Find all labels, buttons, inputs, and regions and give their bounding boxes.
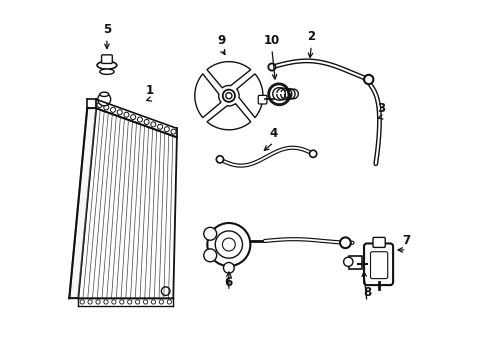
FancyBboxPatch shape	[349, 256, 362, 269]
Circle shape	[110, 107, 116, 112]
Circle shape	[158, 124, 163, 129]
Circle shape	[207, 223, 250, 266]
Polygon shape	[207, 62, 251, 88]
Circle shape	[131, 114, 136, 120]
Circle shape	[112, 300, 116, 304]
Circle shape	[161, 287, 170, 296]
Circle shape	[216, 156, 223, 163]
FancyBboxPatch shape	[101, 55, 112, 63]
Circle shape	[104, 300, 108, 304]
Text: 1: 1	[146, 84, 154, 97]
Circle shape	[269, 63, 275, 71]
Circle shape	[226, 93, 232, 99]
Circle shape	[151, 300, 156, 304]
Circle shape	[136, 300, 140, 304]
Circle shape	[137, 117, 143, 122]
Polygon shape	[237, 74, 263, 118]
Circle shape	[96, 300, 100, 304]
Ellipse shape	[97, 61, 117, 69]
Circle shape	[215, 231, 243, 258]
Polygon shape	[78, 108, 177, 298]
Polygon shape	[195, 74, 221, 118]
Circle shape	[104, 105, 109, 110]
Ellipse shape	[100, 69, 114, 75]
Text: 9: 9	[218, 33, 226, 47]
Circle shape	[340, 237, 351, 248]
Text: 10: 10	[264, 33, 280, 47]
Circle shape	[223, 90, 235, 102]
FancyBboxPatch shape	[258, 95, 267, 104]
Circle shape	[159, 300, 164, 304]
FancyBboxPatch shape	[370, 252, 388, 279]
Circle shape	[124, 112, 129, 117]
Circle shape	[98, 93, 111, 106]
Circle shape	[120, 300, 124, 304]
Circle shape	[127, 300, 132, 304]
Text: 7: 7	[402, 234, 411, 247]
Circle shape	[88, 300, 92, 304]
Circle shape	[310, 150, 317, 157]
Text: 4: 4	[270, 127, 278, 140]
Circle shape	[222, 238, 235, 251]
Text: 5: 5	[103, 23, 111, 36]
Circle shape	[171, 129, 176, 134]
Circle shape	[151, 122, 156, 127]
Text: 3: 3	[377, 102, 385, 115]
Polygon shape	[69, 108, 96, 298]
Circle shape	[80, 300, 84, 304]
Polygon shape	[207, 104, 251, 130]
Circle shape	[204, 249, 217, 262]
Circle shape	[164, 127, 169, 132]
Circle shape	[364, 75, 373, 84]
Text: 2: 2	[307, 30, 316, 43]
Circle shape	[167, 300, 171, 304]
Circle shape	[117, 110, 122, 115]
FancyBboxPatch shape	[373, 237, 385, 247]
Circle shape	[97, 103, 102, 108]
Circle shape	[343, 257, 353, 266]
Ellipse shape	[100, 92, 109, 96]
Text: 6: 6	[225, 276, 233, 289]
Circle shape	[223, 262, 234, 273]
Text: 8: 8	[363, 287, 371, 300]
Circle shape	[204, 227, 217, 240]
Circle shape	[144, 300, 147, 304]
Circle shape	[144, 120, 149, 125]
FancyBboxPatch shape	[364, 243, 393, 285]
